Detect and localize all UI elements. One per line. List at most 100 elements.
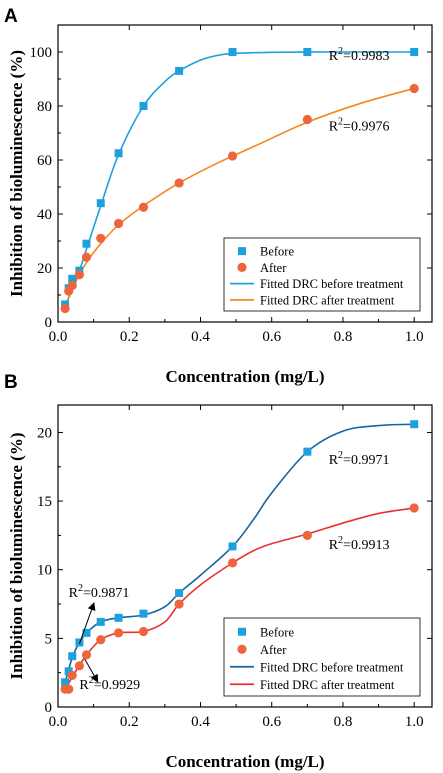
data-point-circle <box>67 670 77 681</box>
data-point-square <box>410 420 419 429</box>
data-point-circle <box>138 626 149 637</box>
r-squared-base: R <box>69 586 79 601</box>
data-point-square <box>96 617 105 626</box>
data-point-circle <box>174 599 184 609</box>
data-point-square <box>139 102 148 110</box>
y-axis-title: Inhibition of bioluminescence (%) <box>7 433 26 680</box>
data-point-square <box>303 48 312 56</box>
x-tick-label: 1.0 <box>405 329 424 345</box>
x-tick-label: 0.8 <box>334 714 353 730</box>
legend-label: Fitted DRC before treatment <box>260 660 404 674</box>
x-axis-title: Concentration (mg/L) <box>165 752 324 771</box>
r-squared-value: =0.9976 <box>343 119 389 134</box>
y-tick-label: 15 <box>37 494 52 510</box>
x-axis-title: Concentration (mg/L) <box>165 367 324 386</box>
legend-label: Fitted DRC after treatment <box>260 678 395 692</box>
y-tick-label: 20 <box>37 261 52 277</box>
legend-swatch-circle <box>237 262 247 272</box>
data-point-square <box>114 149 123 158</box>
data-point-square <box>139 609 148 618</box>
y-tick-label: 0 <box>45 315 53 331</box>
r-squared-superscript: 2 <box>338 116 343 127</box>
data-point-circle <box>60 303 70 314</box>
plot-frame <box>57 404 433 708</box>
data-point-circle <box>302 530 312 541</box>
data-point-square <box>68 274 77 283</box>
data-point-circle <box>409 83 419 94</box>
r-squared-base: R <box>329 49 339 64</box>
r-squared-base: R <box>79 678 89 693</box>
x-tick-label: 1.0 <box>405 714 424 730</box>
legend-swatch-square <box>238 627 246 636</box>
legend-swatch-circle <box>237 644 247 654</box>
r-squared-label: R2=0.9929 <box>79 675 140 693</box>
r-squared-label: R2=0.9913 <box>329 535 390 553</box>
x-tick-label: 0.6 <box>262 714 281 730</box>
data-point-circle <box>81 252 92 262</box>
r-squared-label: R2=0.9871 <box>69 583 130 601</box>
chart-panel-a: A 0.0 0.2 0.4 0.6 0.8 1.0 0 20 40 60 80 100 Concentra… <box>4 6 433 386</box>
legend-label: Fitted DRC before treatment <box>260 277 404 291</box>
data-point-circle <box>227 558 238 568</box>
data-point-circle <box>74 661 84 671</box>
data-point-circle <box>64 684 74 694</box>
r-squared-value: =0.9983 <box>343 49 389 64</box>
data-point-circle <box>81 650 92 660</box>
legend-box <box>223 237 421 312</box>
y-tick-label: 100 <box>30 45 53 61</box>
legend-label: Fitted DRC after treatment <box>260 293 395 307</box>
r-squared-value: =0.9913 <box>343 538 389 553</box>
r-squared-base: R <box>329 538 339 553</box>
data-point-circle <box>96 635 106 645</box>
data-point-circle <box>96 233 106 243</box>
annotation-arrow <box>78 602 96 645</box>
plot-frame <box>57 24 433 323</box>
data-point-circle <box>302 114 312 125</box>
r-squared-value: =0.9971 <box>343 453 389 468</box>
r-squared-label: R2=0.9971 <box>329 450 390 468</box>
x-tick-label: 0.2 <box>120 714 139 730</box>
panel-letter: A <box>4 6 18 27</box>
r-squared-base: R <box>329 119 339 134</box>
data-point-circle <box>74 270 84 280</box>
annotation-arrow <box>84 658 99 683</box>
data-point-square <box>82 239 91 248</box>
y-tick-label: 10 <box>37 563 52 579</box>
y-tick-label: 5 <box>45 631 53 647</box>
legend-label: Before <box>260 245 294 259</box>
data-point-circle <box>113 218 124 229</box>
data-point-square <box>64 667 73 676</box>
data-point-square <box>303 447 312 456</box>
data-point-circle <box>113 628 124 638</box>
r-squared-base: R <box>329 453 339 468</box>
data-point-circle <box>138 202 149 212</box>
data-point-circle <box>227 151 238 161</box>
series-line-2 <box>64 51 415 307</box>
legend-label: After <box>260 261 287 275</box>
y-axis-title: Inhibition of bioluminescence (%) <box>7 50 26 297</box>
data-point-square <box>228 48 237 56</box>
r-squared-superscript: 2 <box>338 450 343 461</box>
x-tick-label: 0.6 <box>262 329 281 345</box>
r-squared-label: R2=0.9983 <box>329 46 390 64</box>
data-point-circle <box>174 178 184 188</box>
chart-panel-b: B 0.0 0.2 0.4 0.6 0.8 1.0 0 5 10 15 20 Concentration… <box>4 372 433 771</box>
data-point-square <box>68 652 77 661</box>
x-tick-label: 0.8 <box>334 329 353 345</box>
y-tick-label: 0 <box>45 700 53 716</box>
r-squared-value: =0.9929 <box>94 678 140 693</box>
r-squared-superscript: 2 <box>78 583 83 594</box>
r-squared-superscript: 2 <box>338 46 343 57</box>
r-squared-superscript: 2 <box>338 535 343 546</box>
data-point-square <box>114 613 123 622</box>
data-point-square <box>410 48 419 56</box>
legend-swatch-square <box>238 247 246 256</box>
r-squared-label: R2=0.9976 <box>329 116 390 134</box>
y-tick-label: 60 <box>37 153 52 169</box>
y-tick-label: 20 <box>37 425 52 441</box>
data-point-circle <box>409 503 419 513</box>
panel-letter: B <box>4 372 18 393</box>
data-point-square <box>82 628 91 637</box>
x-tick-label: 0.0 <box>49 714 68 730</box>
